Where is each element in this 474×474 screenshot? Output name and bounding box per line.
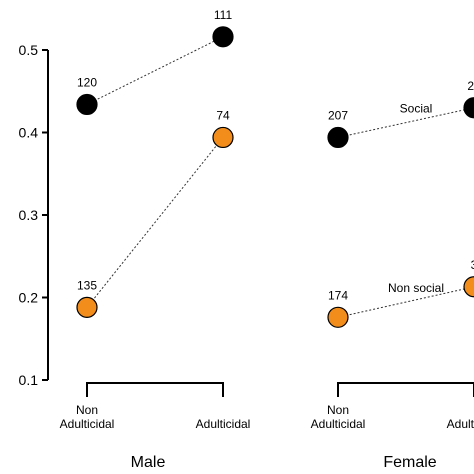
y-axis: 0.1 0.2 0.3 0.4 0.5 — [19, 42, 49, 388]
panel-female: NonAdulticidalAdulticidalFemale20729Soci… — [311, 79, 474, 471]
data-point — [212, 26, 234, 48]
data-point — [327, 126, 349, 149]
data-point — [76, 296, 98, 318]
series: 174 3 Non social — [327, 258, 474, 328]
y-tick-label: 0.3 — [19, 207, 39, 223]
data-point — [463, 97, 474, 119]
y-tick-label: 0.4 — [19, 125, 39, 141]
series-connector — [86, 36, 224, 105]
data-point — [327, 306, 349, 328]
x-axis-bracket — [86, 382, 224, 397]
y-tick-label: 0.1 — [19, 372, 39, 388]
series: 135 74 — [76, 108, 234, 318]
x-axis-bracket — [337, 382, 474, 397]
data-label: 111 — [214, 8, 233, 22]
category-label: Non — [327, 403, 349, 417]
data-label: 120 — [77, 75, 97, 89]
panel-label: Male — [131, 454, 166, 471]
data-label: 3 — [471, 258, 474, 272]
data-point — [463, 276, 474, 298]
series-connector — [337, 286, 474, 318]
data-label: 174 — [328, 288, 348, 302]
category-label: Adulticidal — [60, 417, 115, 431]
category-label: Adulticidal — [311, 417, 366, 431]
data-label: 29 — [467, 79, 474, 93]
data-label: 135 — [77, 278, 97, 292]
series: 120 111 — [76, 8, 234, 116]
series-label: Non social — [388, 281, 444, 295]
data-point — [212, 126, 234, 149]
data-label: 74 — [216, 108, 230, 122]
series-connector — [86, 137, 224, 308]
y-tick-label: 0.5 — [19, 42, 39, 58]
data-point — [76, 93, 98, 116]
series-label: Social — [400, 102, 433, 116]
category-label: Non — [76, 403, 98, 417]
data-label: 207 — [328, 108, 348, 122]
series: 207 29 Social — [327, 79, 474, 149]
panel-label: Female — [383, 454, 436, 471]
series-connector — [337, 107, 474, 138]
category-label: Adulticidal — [447, 417, 474, 431]
y-tick-label: 0.2 — [19, 290, 39, 306]
category-label: Adulticidal — [196, 417, 251, 431]
